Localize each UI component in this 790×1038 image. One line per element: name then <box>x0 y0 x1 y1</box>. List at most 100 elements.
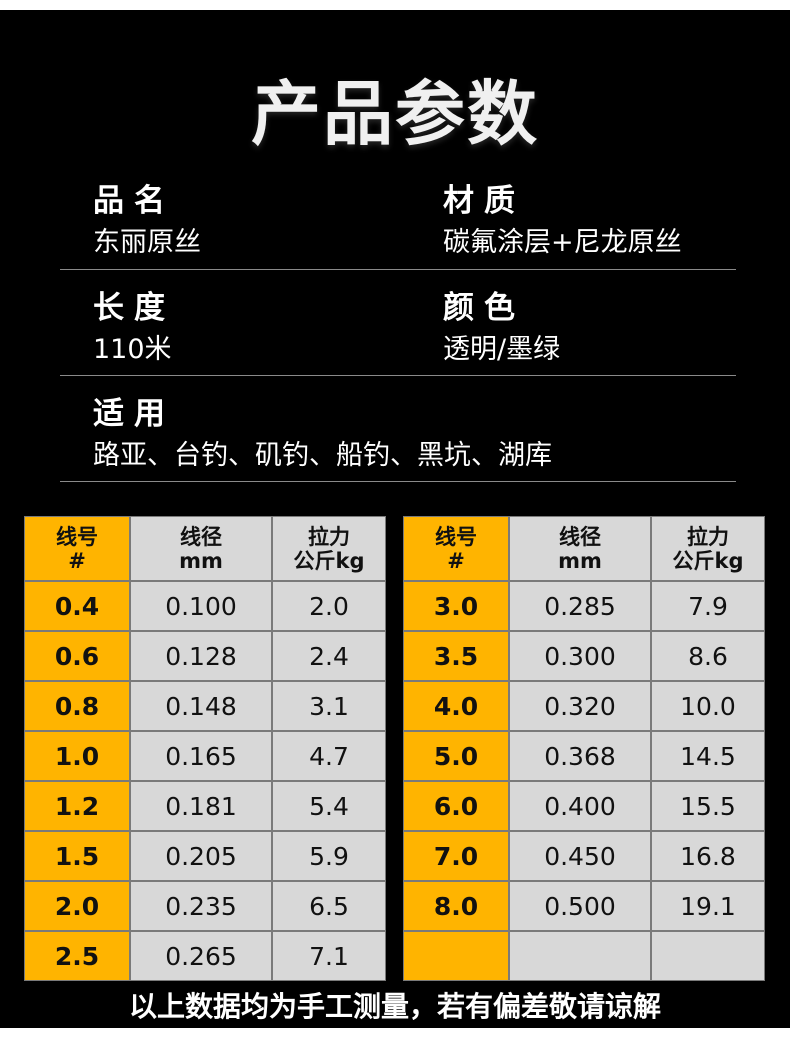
cell-pull: 15.5 <box>651 781 765 831</box>
header-pull: 拉力 公斤kg <box>272 516 386 581</box>
cell-pull: 5.4 <box>272 781 386 831</box>
cell-pull: 19.1 <box>651 881 765 931</box>
table-row: 6.0 0.400 15.5 <box>403 781 765 831</box>
table-row: 2.5 0.265 7.1 <box>24 931 386 981</box>
spec-material-value: 碳氟涂层+尼龙原丝 <box>443 227 682 258</box>
cell-diameter: 0.100 <box>130 581 272 631</box>
cell-line-number: 1.0 <box>24 731 130 781</box>
cell-pull: 7.9 <box>651 581 765 631</box>
cell-line-number: 0.6 <box>24 631 130 681</box>
header-text: 线径 <box>559 524 601 549</box>
cell-line-number: 7.0 <box>403 831 509 881</box>
table-row: 1.5 0.205 5.9 <box>24 831 386 881</box>
table-header-row: 线号 # 线径 mm 拉力 公斤kg <box>403 516 765 581</box>
header-text: # <box>68 548 86 573</box>
spec-length-label: 长度 <box>93 290 175 326</box>
spec-name-label: 品名 <box>93 183 175 219</box>
spec-material-label: 材质 <box>443 183 525 219</box>
cell-diameter: 0.500 <box>509 881 651 931</box>
cell-line-number: 3.5 <box>403 631 509 681</box>
table-row: 7.0 0.450 16.8 <box>403 831 765 881</box>
cell-line-number <box>403 931 509 981</box>
table-row: 5.0 0.368 14.5 <box>403 731 765 781</box>
table-row: 4.0 0.320 10.0 <box>403 681 765 731</box>
cell-diameter <box>509 931 651 981</box>
cell-line-number: 6.0 <box>403 781 509 831</box>
cell-line-number: 8.0 <box>403 881 509 931</box>
header-text: 线径 <box>180 524 222 549</box>
cell-pull: 2.0 <box>272 581 386 631</box>
cell-diameter: 0.450 <box>509 831 651 881</box>
header-text: 拉力 <box>687 524 729 549</box>
cell-diameter: 0.181 <box>130 781 272 831</box>
cell-diameter: 0.285 <box>509 581 651 631</box>
cell-pull: 16.8 <box>651 831 765 881</box>
cell-diameter: 0.165 <box>130 731 272 781</box>
cell-diameter: 0.368 <box>509 731 651 781</box>
cell-diameter: 0.148 <box>130 681 272 731</box>
header-pull: 拉力 公斤kg <box>651 516 765 581</box>
divider <box>60 481 736 482</box>
cell-line-number: 4.0 <box>403 681 509 731</box>
header-diameter: 线径 mm <box>130 516 272 581</box>
cell-pull: 3.1 <box>272 681 386 731</box>
header-text: 拉力 <box>308 524 350 549</box>
header-line-number: 线号 # <box>24 516 130 581</box>
spec-usage-label: 适用 <box>93 396 175 432</box>
header-text: 线号 <box>56 524 98 549</box>
cell-pull <box>651 931 765 981</box>
cell-line-number: 0.4 <box>24 581 130 631</box>
cell-pull: 10.0 <box>651 681 765 731</box>
cell-line-number: 1.2 <box>24 781 130 831</box>
table-row: 3.0 0.285 7.9 <box>403 581 765 631</box>
spec-color-value: 透明/墨绿 <box>443 334 561 365</box>
cell-diameter: 0.400 <box>509 781 651 831</box>
header-text: mm <box>558 548 602 573</box>
cell-diameter: 0.265 <box>130 931 272 981</box>
line-spec-table-left: 线号 # 线径 mm 拉力 公斤kg 0.4 0.100 2.0 0.6 0.128 2.4 … <box>24 516 386 981</box>
divider <box>60 375 736 376</box>
table-header-row: 线号 # 线径 mm 拉力 公斤kg <box>24 516 386 581</box>
header-text: 公斤kg <box>293 548 365 573</box>
spec-length-value: 110米 <box>93 334 172 365</box>
cell-diameter: 0.320 <box>509 681 651 731</box>
spec-name-value: 东丽原丝 <box>93 227 201 258</box>
cell-line-number: 2.0 <box>24 881 130 931</box>
cell-diameter: 0.235 <box>130 881 272 931</box>
cell-pull: 7.1 <box>272 931 386 981</box>
page-title: 产品参数 <box>251 73 539 155</box>
table-row: 0.8 0.148 3.1 <box>24 681 386 731</box>
header-diameter: 线径 mm <box>509 516 651 581</box>
header-text: 线号 <box>435 524 477 549</box>
table-row: 2.0 0.235 6.5 <box>24 881 386 931</box>
cell-pull: 5.9 <box>272 831 386 881</box>
spec-color-label: 颜色 <box>443 290 525 326</box>
cell-line-number: 5.0 <box>403 731 509 781</box>
table-row: 1.0 0.165 4.7 <box>24 731 386 781</box>
footer-disclaimer: 以上数据均为手工测量，若有偏差敬请谅解 <box>128 990 661 1023</box>
table-row: 1.2 0.181 5.4 <box>24 781 386 831</box>
cell-diameter: 0.205 <box>130 831 272 881</box>
cell-line-number: 0.8 <box>24 681 130 731</box>
cell-line-number: 1.5 <box>24 831 130 881</box>
header-text: 公斤kg <box>672 548 744 573</box>
table-row: 0.4 0.100 2.0 <box>24 581 386 631</box>
table-row: 0.6 0.128 2.4 <box>24 631 386 681</box>
cell-line-number: 3.0 <box>403 581 509 631</box>
divider <box>60 269 736 270</box>
cell-line-number: 2.5 <box>24 931 130 981</box>
header-line-number: 线号 # <box>403 516 509 581</box>
spec-usage-value: 路亚、台钓、矶钓、船钓、黑坑、湖库 <box>93 440 552 471</box>
product-spec-page: 产品参数 品名 东丽原丝 材质 碳氟涂层+尼龙原丝 长度 110米 颜色 透明/… <box>0 10 790 1028</box>
table-row: 3.5 0.300 8.6 <box>403 631 765 681</box>
cell-pull: 6.5 <box>272 881 386 931</box>
header-text: mm <box>179 548 223 573</box>
cell-pull: 2.4 <box>272 631 386 681</box>
table-row <box>403 931 765 981</box>
header-text: # <box>447 548 465 573</box>
cell-diameter: 0.128 <box>130 631 272 681</box>
cell-diameter: 0.300 <box>509 631 651 681</box>
cell-pull: 14.5 <box>651 731 765 781</box>
line-spec-table-right: 线号 # 线径 mm 拉力 公斤kg 3.0 0.285 7.9 3.5 0.300 8.6 … <box>403 516 765 981</box>
table-row: 8.0 0.500 19.1 <box>403 881 765 931</box>
